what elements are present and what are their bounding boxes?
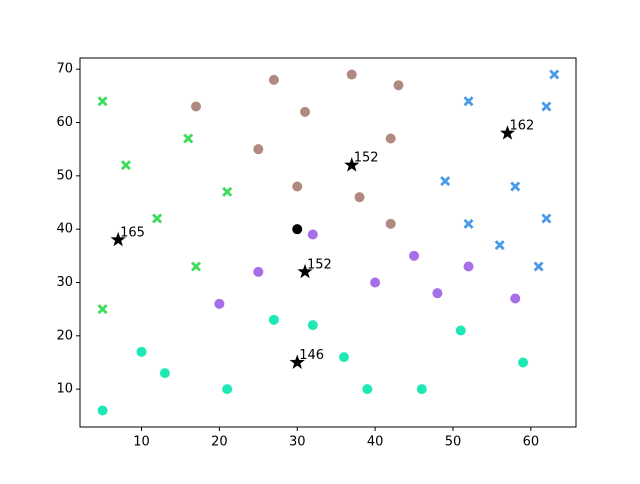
point bbox=[300, 106, 311, 117]
y-tick-label: 50 bbox=[56, 168, 73, 183]
point bbox=[510, 181, 521, 192]
point bbox=[268, 314, 279, 325]
point bbox=[183, 133, 194, 144]
point bbox=[354, 192, 365, 203]
point bbox=[136, 346, 147, 357]
annotation: 162 bbox=[509, 119, 534, 134]
x-tick-label: 50 bbox=[445, 435, 462, 450]
point bbox=[494, 240, 505, 251]
point bbox=[344, 157, 360, 172]
point bbox=[289, 354, 305, 369]
point bbox=[307, 229, 318, 240]
point bbox=[409, 250, 420, 261]
y-tick-label: 30 bbox=[56, 275, 73, 290]
annotation: 152 bbox=[307, 257, 332, 272]
point bbox=[191, 261, 202, 272]
annotation: 146 bbox=[299, 348, 324, 363]
point bbox=[393, 80, 404, 91]
point bbox=[499, 125, 516, 140]
point bbox=[370, 277, 381, 288]
point bbox=[191, 101, 202, 112]
point bbox=[346, 69, 357, 80]
point bbox=[152, 213, 163, 224]
point bbox=[463, 218, 474, 229]
x-tick-label: 20 bbox=[211, 435, 228, 450]
point bbox=[120, 160, 131, 171]
y-tick-label: 40 bbox=[56, 222, 73, 237]
point bbox=[518, 357, 529, 368]
point bbox=[159, 368, 170, 379]
y-tick-label: 70 bbox=[56, 62, 73, 77]
point bbox=[297, 263, 313, 279]
point bbox=[222, 186, 233, 197]
x-tick-label: 40 bbox=[367, 435, 384, 450]
point bbox=[338, 352, 349, 363]
point bbox=[455, 325, 466, 336]
point bbox=[253, 144, 264, 155]
point bbox=[307, 320, 318, 331]
point bbox=[385, 133, 396, 144]
point bbox=[292, 224, 303, 235]
y-tick-label: 60 bbox=[56, 115, 73, 130]
point bbox=[222, 384, 233, 395]
plot-frame bbox=[79, 57, 577, 428]
point bbox=[432, 288, 443, 299]
point bbox=[253, 266, 264, 277]
point bbox=[385, 218, 396, 229]
point bbox=[463, 261, 474, 272]
point bbox=[533, 261, 544, 272]
point bbox=[440, 176, 451, 187]
y-tick-label: 20 bbox=[56, 328, 73, 343]
point bbox=[541, 213, 552, 224]
point bbox=[110, 231, 126, 247]
x-tick-label: 10 bbox=[133, 435, 150, 450]
point bbox=[292, 181, 303, 192]
point bbox=[268, 74, 279, 85]
point bbox=[510, 293, 521, 304]
x-tick-label: 30 bbox=[289, 435, 306, 450]
point bbox=[214, 298, 225, 309]
point bbox=[541, 101, 552, 112]
point bbox=[416, 384, 427, 395]
point bbox=[97, 96, 108, 107]
annotation: 165 bbox=[120, 225, 145, 240]
y-tick-label: 10 bbox=[56, 382, 73, 397]
x-tick-label: 60 bbox=[523, 435, 540, 450]
point bbox=[362, 384, 373, 395]
point bbox=[97, 405, 108, 416]
annotation: 152 bbox=[354, 151, 379, 166]
point bbox=[463, 96, 474, 107]
point bbox=[549, 69, 560, 80]
point bbox=[97, 304, 108, 315]
